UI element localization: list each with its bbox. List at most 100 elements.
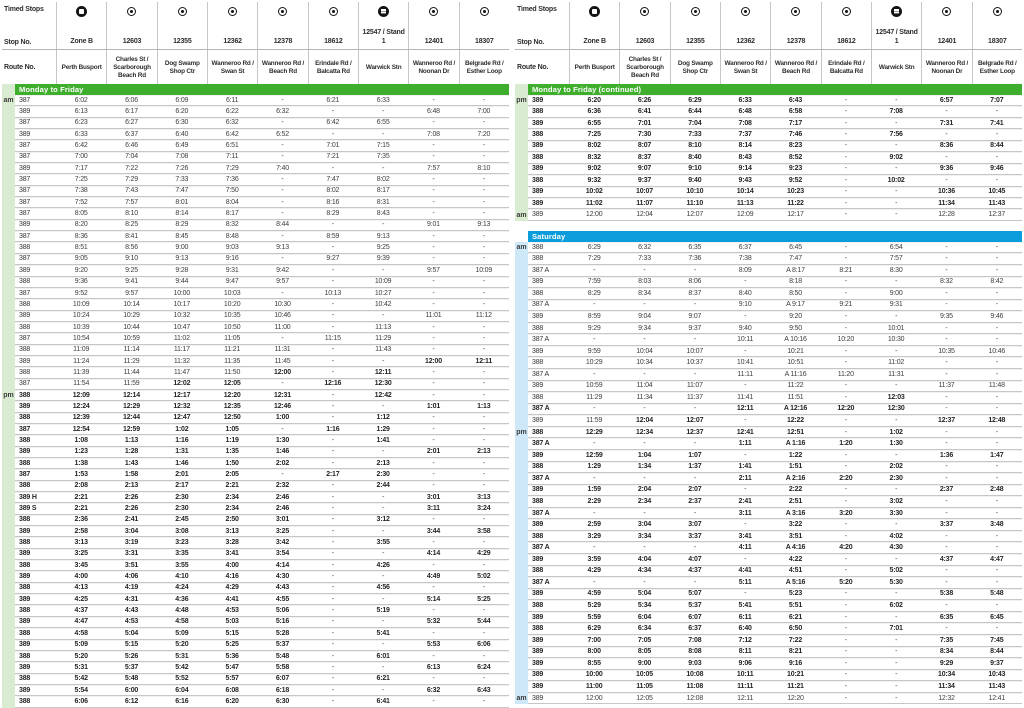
no-stop-cell: - — [844, 243, 847, 251]
time-cell: 8:41 — [125, 232, 138, 240]
route-number: 389 — [532, 142, 544, 150]
time-cell: 6:41 — [376, 697, 390, 705]
ampm-strip — [515, 357, 528, 369]
row-cells: 389 4:59 5:04 5:07 - 5:23 - - 5:38 5:48 — [528, 588, 1022, 601]
time-cell: 6:02 — [889, 602, 903, 610]
table-row: 388 6:29 6:34 6:37 6:40 6:50 - 7:01 - - — [515, 623, 1022, 635]
time-cell: 8:05 — [74, 210, 88, 218]
time-cell: 10:11 — [737, 336, 754, 344]
ampm-strip — [515, 334, 528, 346]
time-cell: 11:34 — [938, 199, 955, 207]
time-cell: 1:28 — [124, 448, 139, 456]
stop-name: Warwick Stn — [878, 63, 915, 71]
header-label-cell: Route No. — [2, 50, 56, 84]
time-cell: 6:26 — [637, 96, 652, 104]
time-cell: 1:41 — [376, 436, 390, 444]
time-cell: 2:41 — [124, 516, 139, 524]
table-row: 389 11:00 11:05 11:08 11:11 11:21 - - 11:34 11:43 — [515, 681, 1022, 693]
time-cell: 11:22 — [787, 199, 804, 207]
time-cell: 6:37 — [688, 625, 702, 633]
section-bar-corner — [515, 84, 528, 95]
stop-name: Wanneroo Rd / Swan St — [211, 59, 254, 75]
time-cell: 9:07 — [688, 312, 702, 320]
time-cell: 8:21 — [839, 266, 853, 274]
row-cells: 389 8:59 9:04 9:07 - 9:20 - - 9:35 9:46 — [528, 311, 1022, 323]
no-stop-cell: - — [895, 417, 898, 425]
time-cell: 12:59 — [585, 451, 603, 459]
time-cell: 7:33 — [638, 255, 651, 263]
no-stop-cell: - — [844, 590, 847, 598]
no-stop-cell: - — [593, 474, 596, 482]
no-stop-cell: - — [995, 405, 998, 413]
time-cell: 6:29 — [587, 243, 601, 251]
table-row: 387 A - - - 12:11 A 12:16 12:20 12:30 - - — [515, 403, 1022, 416]
row-cells: 389 9:59 10:04 10:07 - 10:21 - - 10:35 10:46 — [528, 345, 1022, 358]
time-cell: 7:41 — [990, 119, 1004, 127]
ampm-strip — [515, 449, 528, 462]
ampm-strip — [2, 265, 15, 277]
no-stop-cell: - — [281, 425, 284, 433]
route-number: 388 — [19, 323, 31, 331]
time-cell: 2:20 — [839, 474, 853, 482]
no-stop-cell: - — [945, 405, 948, 413]
row-cells: 389 12:24 12:29 12:32 12:35 12:46 - - 1:01 1:13 — [15, 401, 509, 413]
time-cell: 8:01 — [175, 198, 189, 206]
no-stop-cell: - — [945, 509, 948, 517]
route-number: 389 — [532, 521, 544, 529]
no-stop-cell: - — [895, 451, 898, 459]
stop-name: Belgrade Rd / Esther Loop — [464, 59, 504, 75]
stop-number: Zone B — [583, 37, 606, 45]
time-cell: 1:16 — [326, 425, 340, 433]
time-cell: 6:42 — [74, 142, 88, 150]
time-cell: 8:31 — [376, 198, 390, 206]
time-cell: 9:29 — [939, 659, 954, 667]
time-cell: 10:46 — [988, 347, 1006, 355]
no-stop-cell: - — [945, 301, 948, 309]
route-number: 387 A — [532, 544, 550, 552]
time-cell: 1:35 — [225, 448, 239, 456]
time-cell: 2:02 — [889, 463, 903, 471]
no-stop-cell: - — [844, 613, 847, 621]
stop-name-cell: Erindale Rd / Balcatta Rd — [307, 50, 358, 84]
time-cell: 5:31 — [175, 652, 189, 660]
no-stop-cell: - — [895, 636, 898, 644]
time-cell: 7:29 — [125, 176, 138, 184]
time-cell: 1:02 — [889, 428, 903, 436]
route-number: 388 — [19, 516, 31, 524]
no-stop-cell: - — [593, 578, 596, 586]
time-cell: 2:17 — [175, 482, 189, 490]
time-cell: 12:39 — [72, 414, 90, 422]
time-cell: 4:43 — [124, 607, 139, 615]
route-number: 388 — [19, 346, 31, 354]
time-cell: 2:37 — [939, 486, 954, 494]
time-cell: 3:12 — [376, 516, 390, 524]
time-cell: 7:01 — [889, 625, 903, 633]
time-cell: 8:32 — [587, 153, 601, 161]
time-cell: 7:45 — [990, 636, 1004, 644]
no-stop-cell: - — [482, 629, 485, 637]
no-stop-cell: - — [382, 663, 385, 671]
no-stop-cell: - — [482, 697, 485, 705]
route-number: 389 — [532, 119, 544, 127]
time-cell: 5:09 — [175, 629, 189, 637]
time-cell: 12:00 — [425, 357, 442, 365]
time-cell: 10:51 — [787, 359, 804, 367]
time-cell: 8:10 — [125, 210, 138, 218]
time-cell: 7:36 — [225, 176, 239, 184]
time-cell: 11:09 — [73, 346, 90, 354]
route-number: 388 — [532, 428, 544, 436]
time-cell: 1:59 — [587, 486, 601, 494]
no-stop-cell: - — [995, 336, 998, 344]
stop-header-cell: 12401 — [921, 2, 971, 49]
ampm-strip — [2, 639, 15, 651]
route-number: 387 A — [532, 266, 549, 274]
time-cell: 3:04 — [637, 521, 652, 529]
no-stop-cell: - — [593, 336, 596, 344]
time-cell: 2:01 — [175, 471, 189, 479]
table-row: 389 7:00 7:05 7:08 7:12 7:22 - - 7:35 7:45 — [515, 634, 1022, 647]
route-number: 388 — [19, 278, 31, 286]
time-cell: 2:45 — [175, 516, 189, 524]
time-cell: 5:42 — [175, 663, 189, 671]
time-cell: 10:29 — [585, 359, 603, 367]
stop-no-label: Stop No. — [517, 39, 545, 46]
